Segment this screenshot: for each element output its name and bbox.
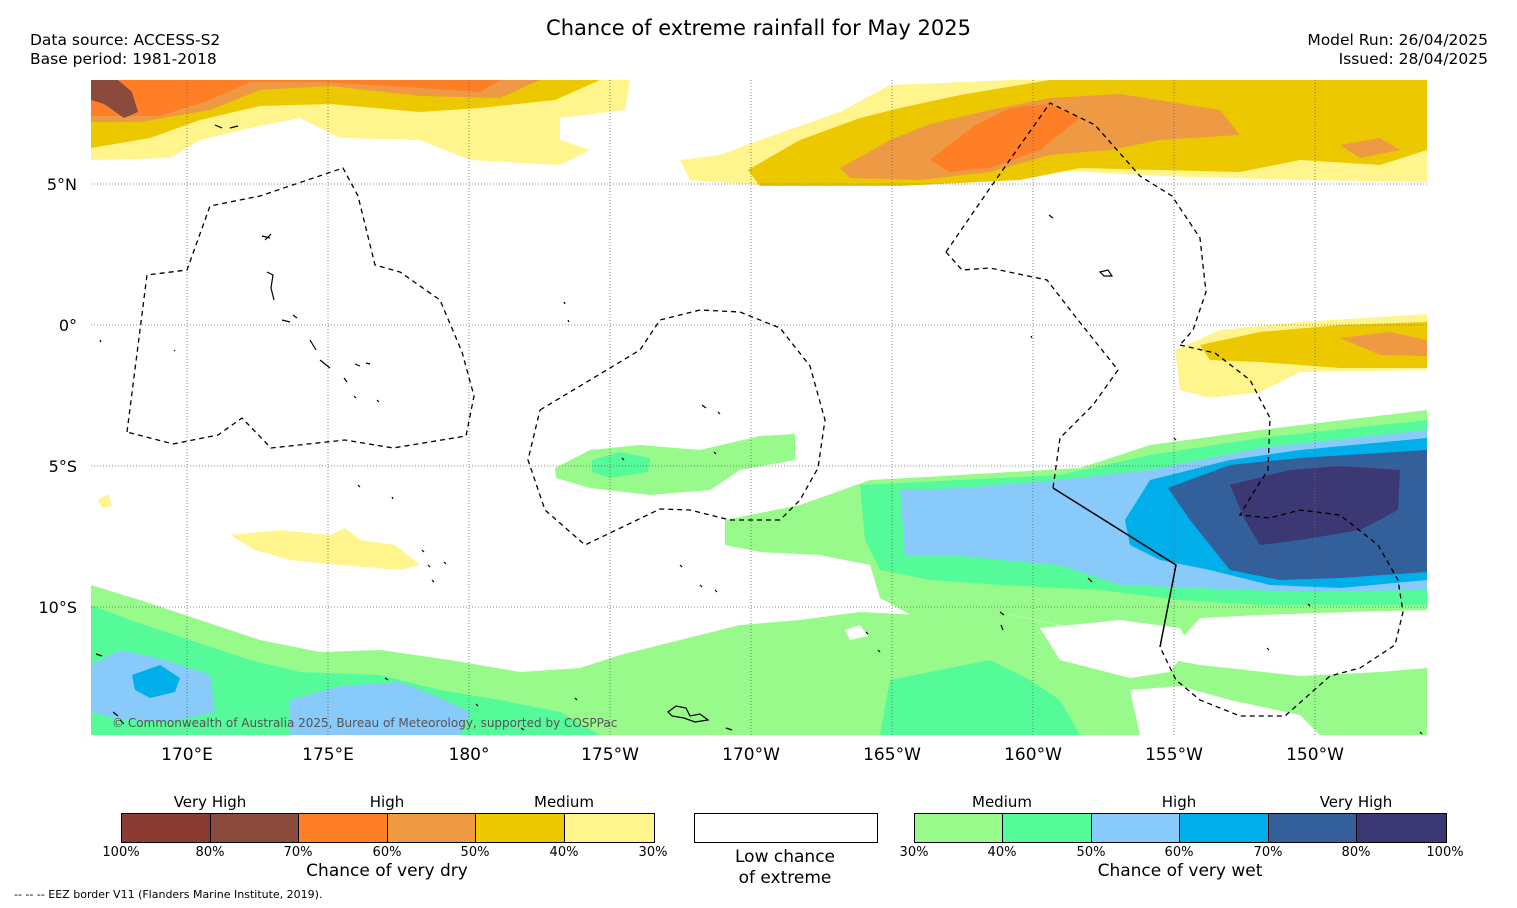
lon-label-175e: 175°E bbox=[302, 745, 354, 765]
rainfall-map bbox=[91, 80, 1427, 735]
wet-level-high: High bbox=[1161, 793, 1197, 811]
wet-legend-caption: Chance of very wet bbox=[1097, 861, 1263, 881]
wet-tick: 70% bbox=[1253, 845, 1283, 860]
low-chance-swatch bbox=[694, 813, 878, 843]
wet-tick: 100% bbox=[1426, 845, 1464, 860]
low-caption-line1: Low chance bbox=[735, 847, 835, 867]
lon-label-175w: 175°W bbox=[581, 745, 639, 765]
wet-tick: 80% bbox=[1341, 845, 1371, 860]
islands bbox=[95, 124, 1423, 735]
data-source: Data source: ACCESS-S2 bbox=[30, 31, 221, 49]
maritime-boundary bbox=[1052, 487, 1177, 648]
lon-label-170w: 170°W bbox=[722, 745, 780, 765]
low-swatch bbox=[695, 814, 877, 842]
lon-label-160w: 160°W bbox=[1004, 745, 1062, 765]
lon-label-180: 180° bbox=[448, 745, 490, 765]
dry-tick: 40% bbox=[549, 845, 579, 860]
eez-border-note: -- -- -- EEZ border V11 (Flanders Marine… bbox=[14, 888, 323, 901]
dry-swatch-80-70 bbox=[211, 814, 299, 842]
dry-level-very-high: Very High bbox=[173, 793, 247, 811]
wet-colorbar bbox=[914, 813, 1447, 843]
dry-level-high: High bbox=[369, 793, 405, 811]
wet-swatch-70-80 bbox=[1269, 814, 1357, 842]
wet-level-medium: Medium bbox=[972, 793, 1032, 811]
dry-swatch-60-50 bbox=[388, 814, 476, 842]
lat-label-5n: 5°N bbox=[46, 175, 77, 194]
map-title: Chance of extreme rainfall for May 2025 bbox=[546, 16, 971, 40]
wet-tick: 50% bbox=[1076, 845, 1106, 860]
wet-level-very-high: Very High bbox=[1319, 793, 1393, 811]
dry-swatch-50-40 bbox=[476, 814, 565, 842]
dry-tick: 60% bbox=[372, 845, 402, 860]
wet-swatch-80-100 bbox=[1357, 814, 1446, 842]
dry-tick: 100% bbox=[102, 845, 140, 860]
wet-swatch-60-70 bbox=[1180, 814, 1269, 842]
lon-label-155w: 155°W bbox=[1145, 745, 1203, 765]
lon-label-165w: 165°W bbox=[863, 745, 921, 765]
lat-label-5s: 5°S bbox=[48, 457, 77, 476]
eez-borders bbox=[126, 102, 1404, 717]
dry-level-medium: Medium bbox=[534, 793, 594, 811]
dry-colorbar bbox=[121, 813, 655, 843]
copyright-notice: © Commonwealth of Australia 2025, Bureau… bbox=[112, 716, 618, 730]
low-legend-caption: Low chance of extreme bbox=[694, 847, 876, 889]
dry-tick: 80% bbox=[195, 845, 225, 860]
wet-swatch-30-40 bbox=[915, 814, 1003, 842]
dry-swatch-70-60 bbox=[299, 814, 388, 842]
lat-label-0: 0° bbox=[58, 316, 77, 335]
wet-tick: 30% bbox=[899, 845, 929, 860]
wet-tick: 40% bbox=[987, 845, 1017, 860]
lon-label-170e: 170°E bbox=[161, 745, 213, 765]
rainfall-shading bbox=[91, 80, 1427, 735]
wet-swatch-50-60 bbox=[1092, 814, 1180, 842]
dry-tick: 70% bbox=[283, 845, 313, 860]
wet-tick: 60% bbox=[1164, 845, 1194, 860]
model-run: Model Run: 26/04/2025 bbox=[1307, 31, 1488, 49]
issued-date: Issued: 28/04/2025 bbox=[1338, 50, 1488, 68]
low-caption-line2: of extreme bbox=[738, 868, 832, 888]
dry-tick: 30% bbox=[638, 845, 668, 860]
dry-swatch-100-80 bbox=[122, 814, 211, 842]
dry-tick: 50% bbox=[460, 845, 490, 860]
base-period: Base period: 1981-2018 bbox=[30, 50, 217, 68]
dry-legend-caption: Chance of very dry bbox=[306, 861, 468, 881]
lat-label-10s: 10°S bbox=[38, 598, 77, 617]
lon-label-150w: 150°W bbox=[1286, 745, 1344, 765]
wet-swatch-40-50 bbox=[1003, 814, 1092, 842]
graticule bbox=[91, 80, 1427, 735]
dry-swatch-40-30 bbox=[565, 814, 654, 842]
